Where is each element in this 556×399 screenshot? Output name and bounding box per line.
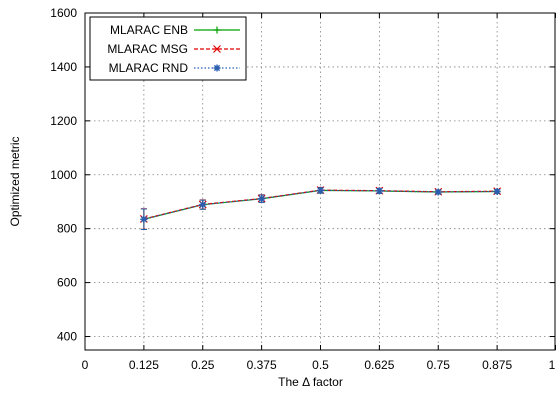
x-tick-label: 0.875: [482, 358, 512, 372]
y-tick-label: 1200: [50, 114, 77, 128]
y-tick-label: 800: [57, 222, 77, 236]
x-tick-label: 0.375: [247, 358, 277, 372]
x-tick-label: 0.625: [364, 358, 394, 372]
legend-label: MLARAC RND: [109, 61, 189, 75]
x-tick-label: 0: [82, 358, 89, 372]
y-axis-label: Optimized metric: [8, 136, 22, 226]
x-tick-label: 0.5: [312, 358, 329, 372]
x-tick-label: 0.125: [129, 358, 159, 372]
data-point: [434, 188, 442, 196]
x-tick-label: 0.25: [191, 358, 215, 372]
series-mlarac-rnd: [140, 186, 501, 230]
x-tick-label: 1: [549, 358, 556, 372]
legend-marker: [213, 64, 221, 72]
y-tick-label: 1400: [50, 60, 77, 74]
ticks: 0 0.125 0.25 0.375 0.5 0.625 0.75 0.875 14006008…: [50, 6, 556, 372]
data-point: [258, 195, 266, 203]
grid: [85, 13, 556, 350]
y-tick-label: 1000: [50, 168, 77, 182]
legend: MLARAC ENB MLARAC MSG MLARAC RND: [89, 16, 247, 81]
data-point: [317, 186, 324, 194]
data-point: [375, 187, 383, 195]
series-line: [143, 189, 498, 220]
y-tick-label: 400: [57, 330, 77, 344]
series-layer: [139, 186, 502, 230]
legend-marker: [213, 45, 221, 53]
x-axis-label: The Δ factor: [278, 375, 343, 389]
series-line: [143, 189, 498, 220]
legend-label: MLARAC ENB: [110, 23, 188, 37]
y-tick-label: 1600: [50, 6, 77, 20]
y-tick-label: 600: [57, 276, 77, 290]
data-point: [140, 215, 148, 223]
x-tick-label: 0.75: [427, 358, 451, 372]
data-point: [199, 201, 207, 209]
legend-marker: [213, 26, 221, 34]
legend-label: MLARAC MSG: [107, 42, 188, 56]
data-point: [493, 187, 501, 195]
